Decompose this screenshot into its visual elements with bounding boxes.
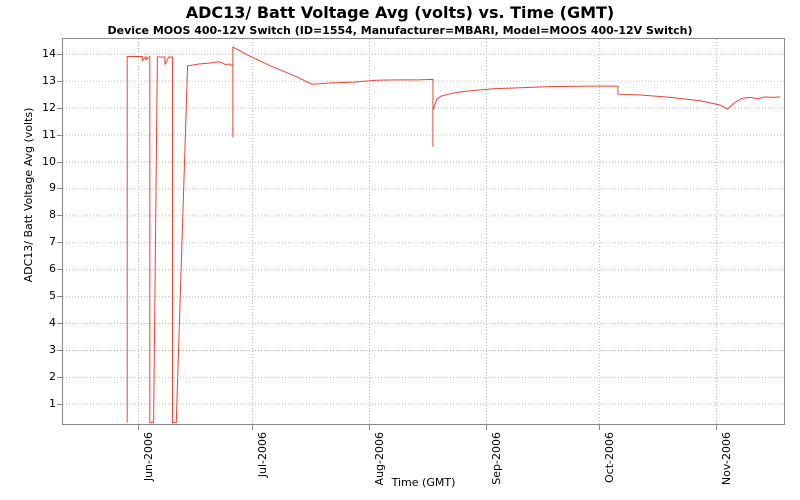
y-axis-tick-mark — [57, 323, 62, 324]
y-axis-tick-mark — [57, 108, 62, 109]
y-axis-tick-mark — [57, 188, 62, 189]
x-axis-tick-mark — [252, 425, 253, 430]
x-axis-tick-label: Oct-2006 — [603, 432, 617, 483]
x-axis-tick-label: Jun-2006 — [142, 432, 156, 482]
y-axis-tick-mark — [57, 135, 62, 136]
y-axis-tick-label: 3 — [49, 342, 56, 356]
y-axis-tick-label: 10 — [42, 154, 56, 168]
plot-area — [62, 38, 785, 425]
y-axis-tick-mark — [57, 377, 62, 378]
x-axis-tick-mark — [138, 425, 139, 430]
y-axis-tick-mark — [57, 269, 62, 270]
x-axis-tick-mark — [486, 425, 487, 430]
y-axis-tick-mark — [57, 296, 62, 297]
y-axis-tick-labels: 1 2 3 4 5 6 7 8 9 10 11 12 13 14 — [12, 0, 56, 500]
x-axis-tick-label: Aug-2006 — [372, 432, 386, 486]
y-axis-tick-label: 9 — [49, 181, 56, 195]
y-axis-tick-label: 1 — [49, 396, 56, 410]
y-axis-tick-mark — [57, 242, 62, 243]
x-axis-tick-label: Jul-2006 — [255, 432, 269, 478]
x-axis-tick-mark — [599, 425, 600, 430]
y-axis-tick-mark — [57, 54, 62, 55]
y-axis-tick-mark — [57, 350, 62, 351]
gridlines — [63, 39, 784, 424]
x-axis-label: Time (GMT) — [391, 476, 456, 489]
data-series-canvas — [63, 39, 784, 424]
y-axis-tick-label: 13 — [42, 73, 56, 87]
y-axis-tick-label: 4 — [49, 316, 56, 330]
y-axis-tick-label: 12 — [42, 100, 56, 114]
x-axis-tick-mark — [716, 425, 717, 430]
page-title: ADC13/ Batt Voltage Avg (volts) vs. Time… — [185, 3, 615, 22]
y-axis-tick-mark — [57, 215, 62, 216]
series-line-group — [126, 46, 781, 424]
y-axis-tick-label: 6 — [49, 262, 56, 276]
y-axis-tick-label: 8 — [49, 208, 56, 222]
y-axis-tick-label: 11 — [42, 127, 56, 141]
x-axis-tick-mark — [369, 425, 370, 430]
y-axis-tick-label: 5 — [49, 289, 56, 303]
chart-subtitle: Device MOOS 400-12V Switch (ID=1554, Man… — [107, 24, 693, 37]
y-axis-tick-mark — [57, 162, 62, 163]
y-axis-tick-mark — [57, 81, 62, 82]
y-axis-tick-mark — [57, 404, 62, 405]
data-series-line — [126, 46, 781, 424]
x-axis-tick-label: Sep-2006 — [489, 432, 503, 485]
y-axis-tick-label: 2 — [49, 369, 56, 383]
y-axis-tick-label: 14 — [42, 46, 56, 60]
y-axis-tick-label: 7 — [49, 235, 56, 249]
x-axis-tick-label: Nov-2006 — [720, 432, 734, 486]
